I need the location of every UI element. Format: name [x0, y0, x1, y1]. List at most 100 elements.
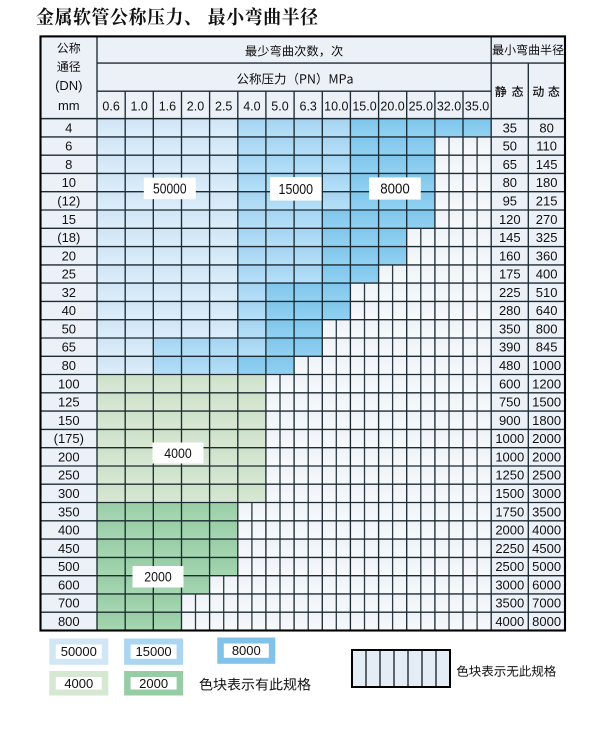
svg-text:160: 160	[499, 248, 521, 263]
svg-text:25.0: 25.0	[409, 99, 433, 113]
svg-text:350: 350	[58, 504, 80, 519]
svg-text:360: 360	[536, 248, 558, 263]
svg-text:125: 125	[58, 395, 80, 410]
svg-text:2000: 2000	[495, 523, 524, 538]
svg-text:800: 800	[536, 321, 558, 336]
svg-text:35.0: 35.0	[465, 99, 489, 113]
svg-text:5.0: 5.0	[271, 99, 288, 113]
svg-text:1.6: 1.6	[159, 99, 176, 113]
svg-text:4000: 4000	[532, 523, 561, 538]
svg-text:80: 80	[539, 120, 553, 135]
svg-text:0.6: 0.6	[102, 99, 119, 113]
svg-text:20.0: 20.0	[380, 99, 404, 113]
svg-text:640: 640	[536, 303, 558, 318]
svg-text:20: 20	[62, 248, 76, 263]
svg-text:5000: 5000	[532, 559, 561, 574]
svg-text:2250: 2250	[495, 541, 524, 556]
svg-text:15.0: 15.0	[352, 99, 376, 113]
svg-text:3000: 3000	[495, 577, 524, 592]
svg-text:10.0: 10.0	[324, 99, 348, 113]
svg-text:15000: 15000	[279, 182, 314, 198]
svg-text:65: 65	[62, 340, 76, 355]
svg-text:600: 600	[58, 577, 80, 592]
svg-text:25: 25	[62, 267, 76, 282]
svg-text:215: 215	[536, 194, 558, 209]
svg-text:300: 300	[58, 486, 80, 501]
svg-text:65: 65	[503, 157, 517, 172]
svg-text:(175): (175)	[54, 431, 84, 446]
svg-text:2000: 2000	[532, 431, 561, 446]
svg-text:1000: 1000	[495, 431, 524, 446]
svg-text:110: 110	[536, 139, 557, 154]
svg-text:400: 400	[58, 523, 80, 538]
svg-text:800: 800	[58, 614, 80, 629]
svg-text:(18): (18)	[57, 230, 80, 245]
svg-text:mm: mm	[58, 98, 80, 113]
svg-text:845: 845	[536, 340, 558, 355]
svg-text:1.0: 1.0	[131, 99, 148, 113]
svg-text:200: 200	[58, 449, 80, 464]
svg-text:8000: 8000	[532, 614, 561, 629]
svg-text:1000: 1000	[532, 358, 561, 373]
svg-text:6: 6	[65, 139, 72, 154]
svg-text:150: 150	[58, 413, 80, 428]
svg-text:3000: 3000	[532, 486, 561, 501]
svg-text:325: 325	[536, 230, 558, 245]
svg-text:2.0: 2.0	[187, 99, 204, 113]
svg-text:510: 510	[536, 285, 558, 300]
svg-text:95: 95	[503, 194, 517, 209]
svg-text:400: 400	[536, 267, 558, 282]
svg-text:2500: 2500	[495, 559, 524, 574]
svg-text:10: 10	[62, 175, 76, 190]
svg-text:1750: 1750	[495, 504, 524, 519]
svg-text:175: 175	[499, 267, 521, 282]
svg-text:1800: 1800	[532, 413, 561, 428]
svg-text:500: 500	[58, 559, 80, 574]
svg-text:2000: 2000	[139, 676, 168, 691]
svg-text:40: 40	[62, 303, 76, 318]
svg-text:4000: 4000	[164, 445, 192, 461]
svg-text:750: 750	[499, 395, 521, 410]
svg-text:270: 270	[536, 212, 558, 227]
svg-text:80: 80	[503, 175, 517, 190]
svg-text:1500: 1500	[532, 395, 561, 410]
svg-text:2000: 2000	[144, 569, 172, 585]
svg-text:15000: 15000	[136, 644, 172, 659]
svg-text:50000: 50000	[61, 644, 97, 659]
svg-text:3500: 3500	[495, 596, 524, 611]
svg-text:450: 450	[58, 541, 80, 556]
svg-text:4: 4	[65, 120, 72, 135]
svg-text:390: 390	[499, 340, 521, 355]
svg-text:50: 50	[62, 321, 76, 336]
svg-text:180: 180	[536, 175, 558, 190]
svg-text:4500: 4500	[532, 541, 561, 556]
svg-text:50000: 50000	[153, 182, 187, 198]
svg-text:600: 600	[499, 376, 521, 391]
svg-text:80: 80	[62, 358, 76, 373]
svg-text:145: 145	[499, 230, 521, 245]
svg-text:120: 120	[499, 212, 521, 227]
svg-text:2500: 2500	[532, 468, 561, 483]
svg-text:1500: 1500	[495, 486, 524, 501]
svg-text:(DN): (DN)	[55, 78, 82, 93]
svg-text:2.5: 2.5	[215, 99, 232, 113]
svg-text:250: 250	[58, 468, 80, 483]
svg-text:700: 700	[58, 596, 80, 611]
svg-text:480: 480	[499, 358, 521, 373]
svg-text:3500: 3500	[532, 504, 561, 519]
svg-text:6.3: 6.3	[300, 99, 317, 113]
svg-text:900: 900	[499, 413, 521, 428]
svg-text:1200: 1200	[532, 376, 561, 391]
svg-text:35: 35	[503, 120, 517, 135]
svg-text:4000: 4000	[495, 614, 524, 629]
svg-text:350: 350	[499, 321, 521, 336]
svg-text:4000: 4000	[64, 676, 93, 691]
svg-text:225: 225	[499, 285, 521, 300]
svg-text:50: 50	[503, 139, 517, 154]
svg-text:280: 280	[499, 303, 521, 318]
svg-text:8: 8	[65, 157, 72, 172]
svg-text:1250: 1250	[495, 468, 524, 483]
svg-text:1000: 1000	[495, 449, 524, 464]
svg-text:(12): (12)	[57, 194, 80, 209]
svg-text:2000: 2000	[532, 449, 561, 464]
